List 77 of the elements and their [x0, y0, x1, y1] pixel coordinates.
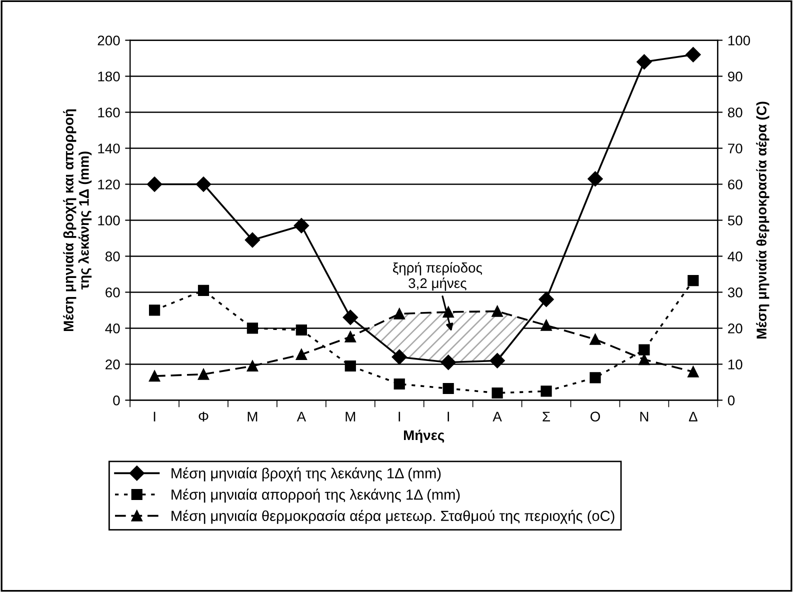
point [492, 306, 503, 317]
point [392, 349, 407, 365]
point [344, 331, 356, 342]
point [198, 368, 210, 380]
point [540, 386, 552, 397]
y-tick-label: 40 [105, 324, 120, 334]
x-axis-title: Μήνες [404, 430, 444, 443]
legend-label: Μέση μηνιαία απορροή της λεκάνης 1Δ (mm) [172, 488, 460, 503]
y2-tick-label: 50 [728, 216, 742, 226]
point [394, 378, 405, 390]
y2-tick-label: 60 [728, 180, 742, 190]
legend-label: Μέση μηνιαία θερμοκρασία αέρα μετεωρ. Σταθμού της περιοχής (oC) [172, 510, 614, 524]
point [148, 304, 160, 316]
y-tick-label: 60 [106, 288, 120, 298]
x-tick-label: Ο [590, 412, 600, 422]
y2-tick-label: 0 [728, 396, 735, 406]
x-tick-label: Ι [154, 412, 156, 422]
y-tick-label: 20 [106, 360, 120, 370]
x-tick-label: Δ [688, 412, 698, 422]
y2-tick-label: 70 [728, 144, 742, 154]
point [688, 274, 699, 286]
y2-tick-label: 80 [728, 108, 742, 118]
y-tick-label: 120 [98, 180, 120, 190]
y2-tick-label: 40 [728, 252, 742, 262]
point [198, 284, 210, 296]
point [146, 176, 162, 192]
point [538, 292, 554, 307]
y2-tick-label: 90 [728, 72, 742, 82]
point [342, 310, 358, 325]
point [686, 47, 701, 62]
x-tick-label: Ι [448, 412, 449, 422]
x-tick-label: Ν [640, 412, 648, 422]
point [196, 176, 212, 192]
point [638, 354, 650, 366]
y-tick-label: 180 [98, 72, 120, 82]
point [590, 334, 601, 345]
point [638, 344, 650, 356]
y-tick-label: 160 [98, 108, 120, 118]
point [490, 353, 505, 368]
point [296, 348, 307, 360]
point [294, 218, 310, 234]
point [296, 324, 307, 336]
point [590, 372, 601, 384]
point [244, 232, 260, 248]
point [442, 306, 454, 318]
point [246, 322, 258, 334]
point [394, 308, 405, 320]
x-tick-label: Α [296, 412, 306, 422]
x-tick-label: Μ [248, 412, 258, 422]
point [636, 54, 652, 70]
y-tick-label: 0 [113, 396, 120, 406]
legend-label: Μέση μηνιαία βροχή της λεκάνης 1Δ (mm) [172, 467, 441, 482]
annotation: ξηρή περίοδος 3,2 μήνες [393, 262, 482, 291]
x-tick-label: Σ [542, 412, 550, 422]
point [688, 366, 699, 378]
x-tick-label: Α [492, 412, 502, 422]
y-axis-title: Μέση μηνιαία βροχή και απορροή της λεκάνης 1Δ (mm) [63, 109, 92, 331]
point [442, 382, 454, 394]
y2-tick-label: 10 [728, 360, 742, 370]
y-tick-label: 100 [98, 216, 120, 226]
point [540, 320, 552, 331]
point [440, 354, 456, 370]
x-tick-label: Ι [398, 412, 400, 422]
y2-tick-label: 20 [728, 324, 742, 334]
y2-tick-label: 100 [728, 36, 750, 46]
x-tick-label: Φ [198, 412, 208, 422]
point [246, 360, 258, 372]
y2-axis-title: Μέση μηνιαία θερμοκρασία αέρα (C) [756, 102, 770, 338]
y-tick-label: 80 [105, 252, 120, 262]
y-tick-label: 140 [98, 144, 120, 154]
y-tick-label: 200 [98, 36, 120, 46]
point [588, 171, 603, 186]
point [492, 387, 503, 399]
y2-tick-label: 30 [728, 288, 742, 298]
point [344, 360, 356, 372]
x-tick-label: Μ [346, 412, 356, 422]
point [148, 370, 160, 382]
